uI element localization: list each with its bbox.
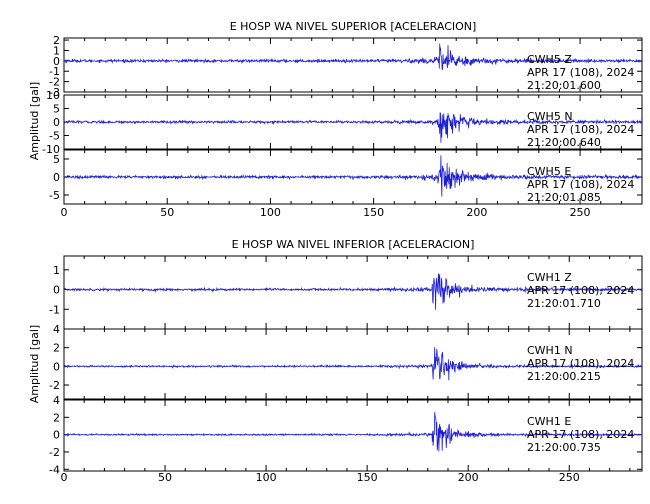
y-tick-label: 4 — [53, 323, 60, 336]
channel-label: CWH5 N — [527, 110, 573, 123]
x-tick-label: 100 — [260, 206, 281, 219]
x-tick-label: 200 — [466, 206, 487, 219]
waveform-cwh1-z — [63, 273, 643, 310]
x-tick-label: 250 — [570, 206, 591, 219]
chart-title: E HOSP WA NIVEL SUPERIOR [ACELERACION] — [230, 20, 477, 33]
channel-date: APR 17 (108), 2024 — [527, 66, 634, 79]
panel-frame-cwh1-e — [63, 399, 643, 472]
y-tick-label: 0 — [53, 360, 60, 373]
channel-date: APR 17 (108), 2024 — [527, 178, 634, 191]
waveform-cwh1-n — [63, 347, 643, 381]
y-tick-label: 1 — [53, 44, 60, 57]
y-tick-label: -5 — [49, 130, 60, 143]
x-tick-label: 50 — [158, 471, 172, 484]
x-tick-label: 100 — [256, 471, 277, 484]
x-tick-label: 150 — [363, 206, 384, 219]
waveform-cwh5-n — [63, 112, 643, 143]
channel-start-time: 21:20:01.710 — [527, 297, 601, 310]
y-tick-label: -2 — [49, 446, 60, 459]
channel-start-time: 21:20:00.215 — [527, 370, 601, 383]
channel-start-time: 21:20:00.735 — [527, 441, 601, 454]
channel-date: APR 17 (108), 2024 — [527, 357, 634, 370]
channel-label: CWH1 Z — [527, 271, 572, 284]
x-tick-label: 0 — [61, 206, 68, 219]
waveform-cwh1-e — [63, 412, 643, 452]
x-tick-label: 150 — [357, 471, 378, 484]
y-tick-label: 2 — [53, 411, 60, 424]
chart-title: E HOSP WA NIVEL INFERIOR [ACELERACION] — [232, 238, 475, 251]
y-tick-label: 0 — [53, 171, 60, 184]
channel-date: APR 17 (108), 2024 — [527, 284, 634, 297]
channel-start-time: 21:20:01.085 — [527, 191, 601, 204]
y-tick-label: -5 — [49, 189, 60, 202]
y-tick-label: -1 — [49, 303, 60, 316]
x-tick-label: 0 — [61, 471, 68, 484]
y-tick-label: 5 — [53, 153, 60, 166]
y-axis-label: Amplitud [gal] — [28, 82, 41, 160]
y-tick-label: -10 — [42, 143, 60, 156]
x-tick-label: 50 — [160, 206, 174, 219]
channel-label: CWH5 E — [527, 165, 571, 178]
y-tick-label: 0 — [53, 55, 60, 68]
y-tick-label: -2 — [49, 379, 60, 392]
waveform-cwh5-e — [63, 155, 643, 197]
y-tick-label: 0 — [53, 284, 60, 297]
channel-label: CWH1 E — [527, 415, 571, 428]
panel-frame-cwh1-n — [63, 328, 643, 400]
y-tick-label: -1 — [49, 65, 60, 78]
channel-date: APR 17 (108), 2024 — [527, 428, 634, 441]
y-tick-label: -2 — [49, 76, 60, 89]
y-tick-label: 5 — [53, 103, 60, 116]
y-tick-label: 4 — [53, 394, 60, 407]
x-tick-label: 250 — [559, 471, 580, 484]
x-tick-label: 200 — [458, 471, 479, 484]
y-tick-label: 1 — [53, 264, 60, 277]
y-tick-label: -4 — [49, 463, 60, 476]
y-tick-label: 2 — [53, 342, 60, 355]
y-axis-label: Amplitud [gal] — [28, 325, 41, 403]
y-tick-label: 10 — [46, 89, 60, 102]
y-tick-label: 2 — [53, 34, 60, 47]
waveform-cwh5-z — [63, 43, 643, 71]
channel-start-time: 21:20:01.600 — [527, 79, 601, 92]
y-tick-label: 0 — [53, 116, 60, 129]
channel-start-time: 21:20:00.640 — [527, 136, 601, 149]
channel-label: CWH1 N — [527, 344, 573, 357]
y-tick-label: -3 — [49, 86, 60, 99]
channel-label: CWH5 Z — [527, 53, 572, 66]
y-tick-label: 0 — [53, 429, 60, 442]
channel-date: APR 17 (108), 2024 — [527, 123, 634, 136]
